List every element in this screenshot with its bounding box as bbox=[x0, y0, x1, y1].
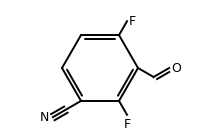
Text: O: O bbox=[171, 62, 181, 75]
Text: N: N bbox=[40, 111, 50, 124]
Text: F: F bbox=[123, 118, 131, 131]
Text: F: F bbox=[129, 15, 136, 28]
